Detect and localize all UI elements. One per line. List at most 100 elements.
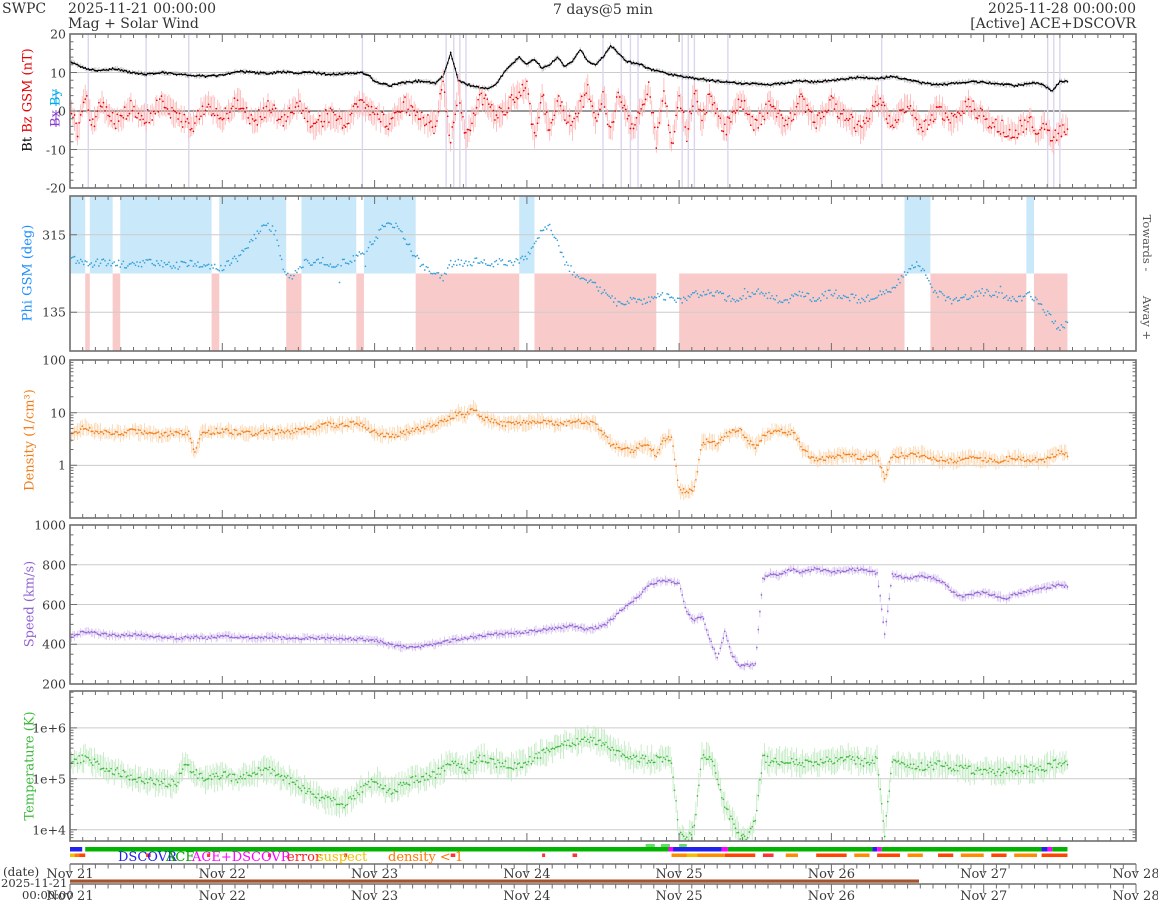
legend-ace: ACE — [166, 850, 195, 865]
status-mark-segment — [907, 853, 923, 857]
footer-start-clock: 00:00:00 — [22, 888, 74, 902]
source-status: [Active] ACE+DSCOVR — [970, 16, 1136, 32]
x-tick-date: Nov 21 — [46, 867, 94, 882]
x-tick-date-2: Nov 28 — [1112, 889, 1158, 904]
status-main-segment — [70, 847, 83, 852]
towards-sector-label: Towards - — [1140, 214, 1154, 272]
x-tick-date: Nov 26 — [807, 867, 856, 882]
panel-speed — [70, 564, 1136, 671]
x-tick-date: Nov 24 — [503, 867, 551, 882]
y-tick-speed: 200 — [42, 676, 66, 692]
status-main-segment — [881, 847, 1042, 852]
x-tick-date: Nov 23 — [350, 867, 399, 882]
y-tick-density: 1 — [58, 457, 66, 473]
y-tick-temperature: 1e+5 — [32, 771, 66, 787]
status-main-segment — [721, 847, 728, 852]
status-main-segment — [727, 847, 873, 852]
y-tick-mag: -20 — [45, 180, 66, 196]
status-legend: DSCOVR ACE ACE+DSCOVR error suspect density <… — [0, 850, 1158, 865]
y-tick-mag: 20 — [50, 26, 66, 42]
status-main-segment — [877, 847, 882, 852]
status-mark-segment — [70, 853, 75, 857]
status-mark-segment — [686, 853, 698, 857]
y-tick-density: 100 — [42, 352, 66, 368]
status-main-segment — [872, 847, 878, 852]
footer-start-date: 2025-11-21 — [1, 876, 68, 890]
y-tick-temperature: 1e+6 — [32, 720, 66, 736]
x-tick-date: Nov 28 — [1112, 867, 1158, 882]
status-above-segment — [645, 844, 655, 847]
panel-mag — [70, 34, 1136, 188]
status-main-segment — [85, 847, 669, 852]
y-tick-speed: 600 — [42, 597, 66, 612]
bz-label: Bz — [20, 116, 36, 133]
status-above-segment — [679, 844, 687, 847]
y-tick-mag: 10 — [50, 65, 66, 80]
x-tick-date-2: Nov 23 — [350, 889, 399, 904]
legend-dscovr: DSCOVR — [118, 850, 177, 865]
status-mark-segment — [542, 853, 546, 857]
y-tick-speed: 800 — [42, 557, 66, 573]
plot-duration: 7 days@5 min — [553, 2, 653, 18]
status-mark-segment — [816, 853, 847, 857]
away-sector-label: Away + — [1140, 295, 1154, 341]
status-mark-segment — [762, 853, 774, 857]
y-tick-speed: 400 — [42, 636, 66, 652]
status-main-segment — [668, 847, 674, 852]
legend-error: error — [287, 850, 322, 865]
x-tick-date: Nov 22 — [198, 867, 246, 882]
x-tick-date: Nov 25 — [655, 867, 703, 882]
x-tick-date-2: Nov 26 — [807, 889, 856, 904]
x-tick-date-2: Nov 21 — [46, 889, 94, 904]
y-tick-phi: 315 — [42, 227, 66, 243]
status-main-segment — [673, 847, 722, 852]
y-tick-mag: -10 — [45, 142, 66, 157]
panel-temperature — [70, 725, 1136, 841]
status-mark-segment — [74, 853, 80, 857]
mag-axis-label: Bt Bz GSM (nT) — [21, 48, 36, 151]
plot-end-time: 2025-11-28 00:00:00 — [987, 1, 1136, 17]
status-main-segment — [1047, 847, 1053, 852]
status-mark-segment — [450, 853, 456, 857]
date-caption: (date) — [3, 865, 40, 879]
status-mark-segment — [785, 853, 798, 857]
status-mark-segment — [1041, 853, 1068, 857]
status-mark-segment — [938, 853, 954, 857]
status-main-segment — [1052, 847, 1068, 852]
status-mark-segment — [572, 853, 578, 857]
x-tick-date-2: Nov 27 — [960, 889, 1008, 904]
y-tick-temperature: 1e+4 — [32, 822, 66, 838]
panel-density — [70, 400, 1136, 501]
x-tick-date-2: Nov 24 — [503, 889, 551, 904]
y-tick-speed: 1000 — [34, 517, 66, 533]
x-tick-date-2: Nov 25 — [655, 889, 703, 904]
status-mark-segment — [79, 853, 86, 857]
y-tick-density: 10 — [50, 405, 66, 421]
panel-phi — [70, 196, 1136, 351]
swpc-brand: SWPC — [2, 1, 47, 17]
plot-start-time: 2025-11-21 00:00:00 — [68, 1, 217, 17]
status-main-segment — [1041, 847, 1048, 852]
status-mark-segment — [724, 853, 756, 857]
status-mark-segment — [671, 853, 725, 857]
status-mark-segment — [991, 853, 1007, 857]
legend-ace-dscovr: ACE+DSCOVR — [192, 850, 291, 865]
status-mark-segment — [267, 853, 272, 857]
status-mark-segment — [1014, 853, 1038, 857]
legend-density-1: density < 1 — [388, 850, 464, 865]
x-tick-date: Nov 27 — [960, 867, 1008, 882]
status-mark-segment — [344, 853, 348, 857]
legend-suspect: suspect — [317, 850, 368, 865]
status-mark-segment — [146, 853, 151, 857]
status-mark-segment — [207, 853, 211, 857]
status-mark-segment — [877, 853, 900, 857]
x-tick-date-2: Nov 22 — [198, 889, 246, 904]
data-coverage-bar — [70, 879, 919, 883]
status-above-segment — [660, 844, 671, 847]
y-tick-phi: 135 — [42, 304, 66, 320]
status-mark-segment — [854, 853, 870, 857]
y-tick-mag: 0 — [58, 103, 66, 119]
status-mark-segment — [960, 853, 984, 857]
